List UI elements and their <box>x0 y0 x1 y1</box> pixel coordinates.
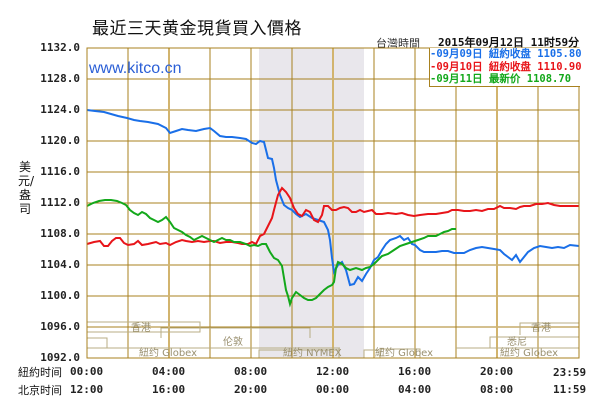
legend-item-0911: -09月11日 最新价 1108.70 <box>430 73 572 85</box>
x-tick-ny: 20:00 <box>480 365 514 378</box>
timestamp: 2015年09月12日 11时59分 <box>438 36 580 49</box>
series-0910-line <box>86 186 579 247</box>
x-row-bj-label: 北京时间 <box>18 384 62 397</box>
x-tick-ny: 23:59 <box>553 366 587 379</box>
legend-item-0909: -09月09日 紐約收盘 1105.80 <box>430 48 582 60</box>
x-tick-bj: 11:59 <box>553 383 587 396</box>
plot-border <box>86 47 580 359</box>
svg-text:悉尼: 悉尼 <box>507 336 527 348</box>
x-tick-ny: 00:00 <box>70 365 104 378</box>
watermark: www.kitco.cn <box>88 60 181 77</box>
market-labels: 香港 伦敦 紐约 Globex 紐约 NYMEX 紐约 Globex 香港 悉尼… <box>131 322 558 359</box>
x-tick-bj: 04:00 <box>398 383 432 396</box>
svg-text:伦敦: 伦敦 <box>223 335 243 348</box>
svg-text:紐约 NYMEX: 紐约 NYMEX <box>283 346 342 359</box>
svg-text:香港: 香港 <box>531 322 551 334</box>
legend-item-0910: -09月10日 紐約收盘 1110.90 <box>430 60 582 73</box>
timezone-label: 台灣時間 <box>376 37 420 50</box>
y-tick: 1120.0 <box>40 134 80 147</box>
svg-text:紐约 Globex: 紐约 Globex <box>139 346 197 359</box>
series-0909-line <box>86 109 580 287</box>
x-tick-bj: 12:00 <box>70 383 104 396</box>
x-tick-bj: 08:00 <box>480 383 514 396</box>
series-0911-line <box>86 199 456 308</box>
y-tick: 1108.0 <box>40 227 80 240</box>
y-tick: 1124.0 <box>40 103 80 116</box>
x-tick-bj: 00:00 <box>316 383 350 396</box>
x-tick-ny: 12:00 <box>316 365 350 378</box>
x-tick-ny: 08:00 <box>234 365 268 378</box>
svg-text:紐约 Globex: 紐约 Globex <box>375 346 433 359</box>
y-tick: 1096.0 <box>40 320 80 333</box>
chart-title: 最近三天黄金現貨買入價格 <box>92 19 302 39</box>
x-tick-bj: 20:00 <box>234 383 268 396</box>
market-sessions <box>87 321 579 358</box>
y-tick: 1100.0 <box>40 289 80 302</box>
x-row-ny-label: 紐約时间 <box>18 366 62 379</box>
y-tick: 1104.0 <box>40 258 80 271</box>
y-tick: 1092.0 <box>40 351 80 364</box>
y-tick: 1128.0 <box>40 72 80 85</box>
y-tick: 1112.0 <box>40 196 80 209</box>
x-tick-ny: 16:00 <box>398 365 432 378</box>
y-axis-label: 美元/盎司 <box>18 160 35 216</box>
svg-text:香港: 香港 <box>131 322 151 334</box>
svg-text:紐约 Globex: 紐约 Globex <box>500 346 558 359</box>
y-tick: 1116.0 <box>40 165 80 178</box>
x-tick-bj: 16:00 <box>152 383 186 396</box>
x-tick-ny: 04:00 <box>152 365 186 378</box>
legend: -09月09日 紐約收盘 1105.80 -09月10日 紐約收盘 1110.9… <box>429 48 582 87</box>
y-tick: 1132.0 <box>40 41 80 54</box>
